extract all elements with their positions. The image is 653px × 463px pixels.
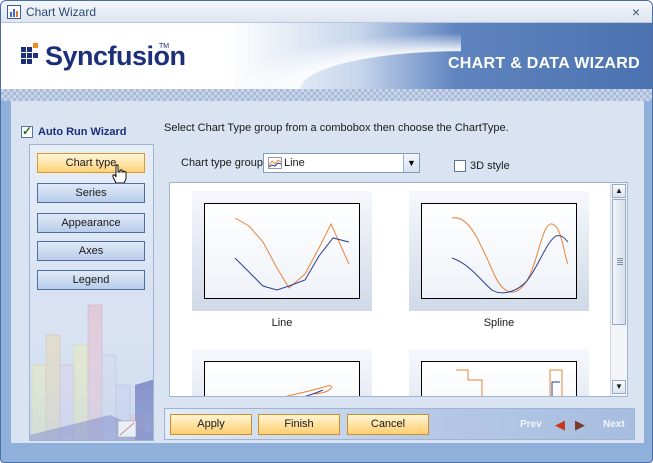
scrollbar-thumb[interactable] <box>612 199 626 325</box>
syncfusion-logo-icon <box>21 43 38 64</box>
gallery-label-spline: Spline <box>483 317 515 329</box>
arrow-left-icon[interactable]: ◀ <box>555 417 565 432</box>
step-line-chart-thumbnail-icon <box>456 369 563 396</box>
step-chart-type-button[interactable]: Chart type <box>37 153 145 173</box>
prev-button[interactable]: Prev <box>520 419 542 430</box>
gallery-item-curve[interactable] <box>192 349 372 396</box>
gallery-item-step-line[interactable] <box>409 349 589 396</box>
auto-run-check-box[interactable] <box>21 124 33 138</box>
scroll-up-icon[interactable]: ▲ <box>612 184 626 198</box>
step-series-button[interactable]: Series <box>37 183 145 203</box>
hand-cursor-icon <box>112 164 127 184</box>
step-axes-button[interactable]: Axes <box>37 241 145 261</box>
chevron-down-icon[interactable]: ▼ <box>403 154 419 172</box>
step-legend-button[interactable]: Legend <box>37 270 145 290</box>
arrow-right-icon[interactable]: ▶ <box>575 417 585 432</box>
grip-icon <box>617 258 623 266</box>
wizard-header: Syncfusion TM CHART & DATA WIZARD <box>1 23 652 89</box>
checker-divider <box>1 89 652 101</box>
spline-chart-thumbnail-icon <box>451 217 569 294</box>
chart-type-groups-label: Chart type groups <box>181 157 269 169</box>
step-appearance-button[interactable]: Appearance <box>37 213 145 233</box>
apply-button[interactable]: Apply <box>170 414 252 435</box>
3d-style-check-box[interactable] <box>454 160 466 172</box>
title-bar: Chart Wizard × <box>1 1 652 23</box>
close-icon[interactable]: × <box>631 4 641 20</box>
trademark: TM <box>159 43 170 50</box>
line-chart-thumbnail-icon <box>234 217 350 291</box>
chart-type-groups-value: Line <box>284 157 305 169</box>
cancel-button[interactable]: Cancel <box>347 414 429 435</box>
chart-app-icon <box>7 5 21 19</box>
instruction-text: Select Chart Type group from a combobox … <box>164 122 509 134</box>
decorative-3d-bar-chart-icon <box>30 295 153 440</box>
next-button[interactable]: Next <box>603 419 625 430</box>
curve-chart-thumbnail-icon <box>285 385 332 396</box>
gallery-item-line[interactable] <box>192 191 372 311</box>
gallery-item-spline[interactable] <box>409 191 589 311</box>
3d-style-label: 3D style <box>470 160 510 172</box>
window-title: Chart Wizard <box>26 5 97 19</box>
finish-button[interactable]: Finish <box>258 414 340 435</box>
auto-run-label: Auto Run Wizard <box>38 126 127 138</box>
brand-name: Syncfusion <box>45 41 186 71</box>
steps-panel: Chart type Series Appearance Axes Legend <box>29 144 154 441</box>
gallery-label-line: Line <box>271 317 293 329</box>
line-chart-icon <box>268 157 282 169</box>
wizard-title: CHART & DATA WIZARD <box>447 55 640 72</box>
chart-type-gallery: Line Spline <box>169 182 628 397</box>
chart-type-groups-combobox[interactable]: Line ▼ <box>263 153 420 173</box>
scroll-down-icon[interactable]: ▼ <box>612 380 626 394</box>
gallery-scrollbar[interactable]: ▲ ▼ <box>610 183 627 396</box>
wizard-footer: Apply Finish Cancel Prev ◀ ▶ Next <box>164 408 635 440</box>
